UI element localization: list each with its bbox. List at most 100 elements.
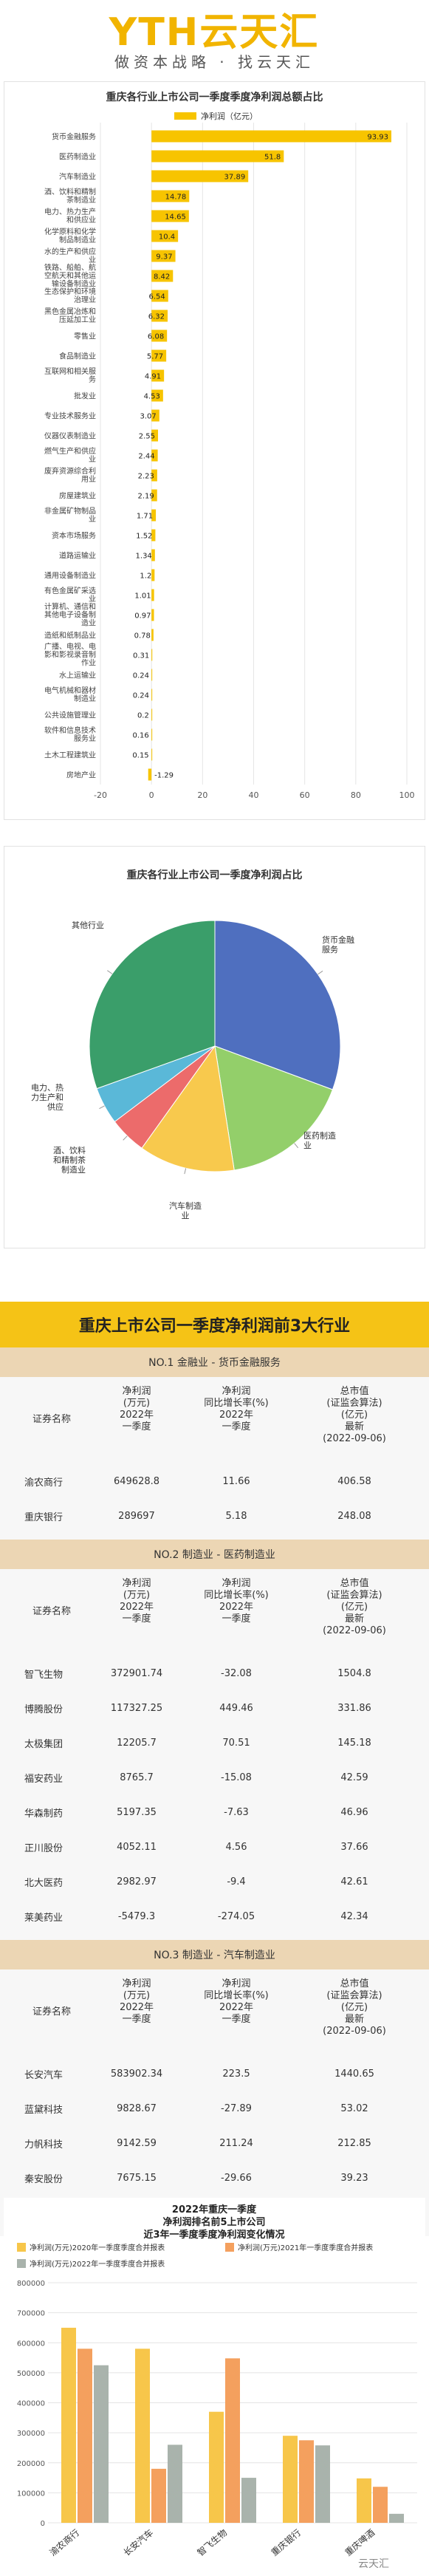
chart1-bar: [151, 210, 189, 222]
page-header: YTH云天汇 做资本战略 · 找云天汇: [0, 0, 429, 74]
chart1-bar: [151, 569, 155, 581]
chart1-value-label: 93.93: [367, 134, 388, 142]
chart1-bar: [151, 469, 157, 482]
table-cell: 重庆银行: [24, 1512, 64, 1523]
chart1-value-label: 9.37: [156, 253, 172, 262]
table-cell: 42.61: [340, 1876, 368, 1887]
chart1-bar: [151, 230, 179, 242]
chart1-frame: 重庆各行业上市公司一季度季度净利润总额占比 净利润（亿元） -20 0 20 40 60…: [4, 81, 425, 820]
table-header-cell: 净利润 同比增长率(%) 2022年 一季度: [204, 1578, 269, 1624]
chart3-bar: [241, 2478, 256, 2523]
chart3-svg: 2022年重庆一季度净利润排名前5上市公司近3年一季度季度净利润变化情况净利润(…: [17, 2204, 417, 2570]
table-area: [0, 1569, 429, 1940]
chart1-value-label: 2.23: [138, 473, 154, 481]
chart1-xtick-label: 40: [249, 790, 259, 800]
table-cell: -27.89: [221, 2103, 252, 2114]
pie-leader-line: [318, 970, 323, 975]
chart1-category-label: 电气机械和器材制造业: [44, 686, 96, 703]
chart3-ytick-label: 600000: [17, 2340, 45, 2348]
pie-label: 电力、热力生产和供应: [31, 1083, 64, 1112]
chart1-category-label: 通用设备制造业: [44, 571, 96, 581]
brand-logo: YTH云天汇: [103, 6, 325, 55]
chart1-category-label: 房地产业: [66, 771, 96, 780]
chart1-category-label: 广播、电视、电影和影视录音制作业: [44, 642, 96, 668]
chart3-legend-label: 净利润(万元)2021年一季度季度合并报表: [238, 2243, 373, 2252]
table-cell: -7.63: [224, 1807, 249, 1818]
chart3-legend-swatch: [17, 2243, 26, 2252]
table-row: 正川股份 4052.11 4.56 37.66: [0, 1830, 429, 1865]
table-cell: 太极集团: [24, 1739, 64, 1750]
chart1-bar: [151, 429, 158, 442]
chart1-category-label: 专业技术服务业: [44, 411, 96, 421]
chart1-value-label: 0.78: [134, 632, 151, 640]
chart1-bar: [151, 170, 249, 182]
chart1-bar: [151, 290, 168, 302]
pie-label: 货币金融服务: [322, 935, 354, 954]
chart1-bar: [151, 689, 153, 701]
table-header-cell: 证券名称: [32, 1606, 71, 1617]
table-header-cell: 证券名称: [32, 2006, 71, 2018]
chart1-bar: [151, 489, 157, 502]
table-cell: 1504.8: [337, 1668, 371, 1679]
chart1-category-label: 生态保护和环境治理业: [44, 287, 96, 304]
chart1-bar: [151, 190, 190, 202]
table-cell: 4052.11: [117, 1842, 157, 1853]
chart1-bar: [151, 329, 168, 342]
chart3-bar: [78, 2348, 92, 2523]
table-cell: 莱美药业: [24, 1913, 64, 1924]
chart1-bar: [148, 768, 152, 781]
table-row: 重庆银行 289697 5.18 248.08: [0, 1499, 429, 1534]
chart1-value-label: 10.4: [159, 233, 175, 242]
chart1-category-label: 造纸和纸制品业: [44, 631, 96, 640]
table-cell: 长安汽车: [24, 2070, 64, 2081]
table-cell: -274.05: [217, 1911, 255, 1922]
chart1-category-label: 软件和信息技术服务业: [44, 725, 96, 743]
chart3-category-label: 重庆啤酒: [343, 2527, 377, 2558]
chart1-bar: [151, 310, 168, 322]
chart1-value-label: 0.24: [133, 672, 149, 680]
table-row: 秦安股份 7675.15 -29.66 39.23: [0, 2161, 429, 2196]
table-row: 长安汽车 583902.34 223.5 1440.65: [0, 2057, 429, 2091]
table-cell: 406.58: [337, 1476, 371, 1487]
chart1-svg: -20 0 20 40 60 80 100 货币金融服务 93.93 医药制造业 51.8 汽车制造业…: [44, 123, 415, 800]
chart1-category-label: 仪器仪表制造业: [44, 431, 96, 441]
chart1-category-label: 酒、饮料和精制茶制造业: [44, 187, 96, 205]
chart1-bar: [151, 349, 167, 362]
chart3-bar: [283, 2436, 298, 2523]
table-cell: 5197.35: [117, 1807, 157, 1818]
table-header-row: 证券名称 净利润 (万元) 2022年 一季度 净利润 同比增长率(%) 2022年…: [0, 1569, 429, 1656]
chart1-bar: [151, 250, 176, 262]
table-cell: 渝农商行: [24, 1477, 64, 1489]
table-cell: 福安药业: [24, 1774, 64, 1785]
chart1-value-label: 6.32: [148, 313, 165, 321]
chart1-bar: [151, 529, 156, 541]
chart3-bar: [357, 2478, 371, 2523]
chart3-bar: [135, 2348, 150, 2523]
chart3-legend-label: 净利润(万元)2020年一季度季度合并报表: [30, 2243, 165, 2252]
table-header-cell: 证券名称: [32, 1414, 71, 1425]
table-cell: -9.4: [227, 1876, 246, 1887]
chart3-title: 2022年重庆一季度: [172, 2204, 257, 2215]
table-cell: 372901.74: [110, 1668, 163, 1679]
chart1-value-label: 2.19: [137, 493, 154, 501]
chart1-category-label: 有色金属矿采选业: [44, 586, 96, 604]
chart1-category-label: 燃气生产和供应业: [44, 446, 96, 464]
chart1-xtick-label: 20: [197, 790, 207, 800]
table-cell: 秦安股份: [24, 2174, 64, 2185]
chart1-category-label: 计算机、通信和其他电子设备制造业: [44, 602, 96, 628]
chart1-category-label: 汽车制造业: [59, 172, 96, 182]
chart1-category-label: 电力、热力生产和供应业: [44, 207, 96, 225]
chart2-title: 重庆各行业上市公司一季度净利润占比: [126, 870, 303, 881]
chart1-legend: 净利润（亿元）: [174, 110, 258, 122]
table-band: NO.3 制造业 - 汽车制造业: [0, 1940, 429, 1969]
table-cell: 12205.7: [117, 1738, 157, 1749]
chart1-xtick-label: -20: [94, 790, 107, 800]
table-cell: 145.18: [337, 1738, 371, 1749]
table-cell: 212.85: [337, 2138, 371, 2149]
table-cell: 博腾股份: [24, 1704, 64, 1715]
chart1-category-label: 货币金融服务: [52, 132, 96, 142]
chart1-category-label: 资本市场服务: [52, 531, 96, 541]
pie-leader-line: [123, 1135, 128, 1141]
chart1-value-label: 6.54: [149, 293, 165, 301]
table-cell: 4.56: [225, 1842, 247, 1853]
